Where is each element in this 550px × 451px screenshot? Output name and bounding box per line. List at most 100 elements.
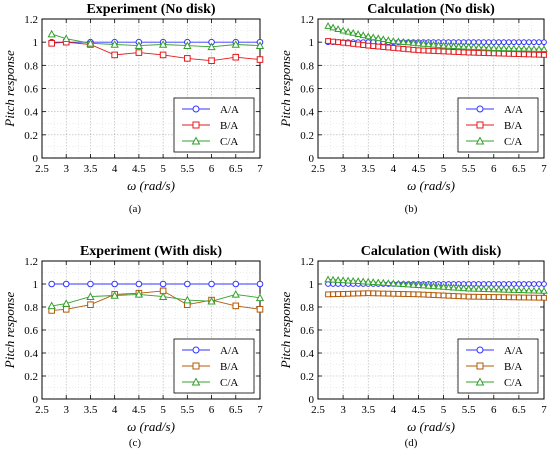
- data-point: [389, 37, 398, 44]
- data-point: [465, 293, 472, 300]
- data-point: [474, 43, 483, 51]
- data-point: [385, 44, 392, 51]
- data-point: [535, 286, 543, 294]
- data-point: [158, 40, 168, 48]
- legend-marker: [476, 362, 484, 370]
- data-point: [48, 40, 55, 47]
- data-point: [445, 292, 452, 299]
- data-point: [379, 35, 388, 43]
- x-tick-label: 7: [541, 404, 547, 416]
- data-point: [370, 43, 377, 50]
- x-tick-label: 4.5: [132, 163, 146, 175]
- data-point: [419, 281, 428, 289]
- y-tick-label: 0: [33, 153, 39, 165]
- x-tick-label: 2.5: [311, 163, 325, 175]
- legend-marker: [192, 346, 200, 354]
- data-point: [531, 51, 537, 58]
- legend-label: C/A: [504, 136, 522, 148]
- x-tick-label: 2.5: [35, 163, 49, 175]
- data-point: [510, 51, 517, 57]
- data-point: [500, 285, 508, 293]
- data-point: [541, 39, 547, 46]
- data-point: [359, 277, 367, 285]
- data-point: [434, 41, 443, 49]
- y-tick-label: 0.4: [300, 107, 314, 119]
- legend-label: B/A: [504, 361, 522, 373]
- data-point: [530, 286, 538, 294]
- x-axis-label: ω (rad/s): [127, 178, 175, 193]
- y-tick-label: 1.2: [300, 14, 314, 26]
- x-tick-label: 5.5: [462, 163, 476, 175]
- data-point: [62, 306, 70, 313]
- data-point: [354, 277, 362, 285]
- data-point: [450, 48, 457, 55]
- data-point: [360, 290, 367, 297]
- legend-label: C/A: [220, 377, 238, 389]
- legend: A/A B/A C/A: [173, 338, 255, 394]
- data-point: [479, 285, 488, 292]
- y-tick-label: 0.4: [300, 348, 314, 360]
- series-b-a: [48, 287, 264, 314]
- data-point: [536, 39, 542, 46]
- legend-label: B/A: [504, 120, 522, 132]
- data-point: [500, 281, 507, 287]
- y-tick-label: 1.2: [300, 256, 314, 268]
- data-point: [134, 41, 144, 49]
- x-axis-label: ω (rad/s): [407, 178, 455, 193]
- y-tick-label: 0: [309, 153, 315, 165]
- data-point: [526, 51, 532, 58]
- data-point: [485, 50, 492, 57]
- data-point: [111, 280, 118, 288]
- data-point: [495, 50, 502, 57]
- x-tick-label: 6.5: [229, 163, 243, 175]
- data-point: [420, 47, 427, 54]
- series-line: [51, 293, 261, 307]
- data-point: [375, 290, 382, 297]
- data-point: [490, 50, 497, 57]
- chart-panel-3: 2.5 3 3.5 4 4.5 5 5.5 6 6.5 7 0 0.2 0.4 0.6 0.8 1 1.2 Exp…: [2, 244, 265, 449]
- data-point: [329, 275, 337, 283]
- data-point: [207, 296, 216, 305]
- y-tick-label: 0.8: [300, 302, 314, 314]
- data-point: [384, 279, 393, 286]
- legend: A/A B/A C/A: [173, 97, 255, 153]
- data-point: [405, 46, 412, 53]
- chart-panel-1: 2.5 3 3.5 4 4.5 5 5.5 6 6.5 7 0 0.2 0.4 0.6 0.8 1 1.2 Exp…: [2, 2, 265, 215]
- data-point: [540, 45, 548, 53]
- data-point: [255, 41, 265, 49]
- series-line: [51, 33, 261, 48]
- y-tick-label: 0.6: [24, 325, 38, 337]
- chart-panel-4: 2.5 3 3.5 4 4.5 5 5.5 6 6.5 7 0 0.2 0.4 0.6 0.8 1 1.2 Cal…: [278, 244, 548, 449]
- legend: A/A B/A C/A: [457, 338, 539, 394]
- data-point: [370, 290, 377, 297]
- x-tick-label: 5: [160, 163, 166, 175]
- x-tick-label: 3: [340, 163, 346, 175]
- data-point: [340, 39, 347, 46]
- data-point: [526, 39, 532, 46]
- data-point: [430, 292, 437, 298]
- data-point: [536, 51, 542, 58]
- data-point: [500, 44, 508, 52]
- data-point: [183, 295, 192, 304]
- legend-marker: [191, 136, 201, 145]
- data-point: [490, 294, 497, 300]
- data-point: [334, 25, 342, 32]
- data-point: [399, 37, 408, 45]
- y-tick-label: 1: [309, 37, 315, 49]
- legend-marker: [192, 105, 200, 113]
- legend: A/A B/A C/A: [457, 97, 539, 153]
- data-point: [86, 292, 95, 300]
- data-point: [470, 293, 477, 300]
- data-point: [469, 284, 478, 292]
- x-tick-label: 3: [340, 404, 346, 416]
- x-tick-label: 5.5: [462, 404, 476, 416]
- y-axis-label: Pitch response: [278, 292, 293, 370]
- data-point: [135, 280, 143, 288]
- data-point: [435, 48, 442, 55]
- data-point: [540, 286, 548, 294]
- data-point: [232, 302, 240, 310]
- x-tick-label: 3: [63, 163, 69, 175]
- panel-caption: (b): [405, 203, 418, 215]
- data-point: [409, 38, 418, 46]
